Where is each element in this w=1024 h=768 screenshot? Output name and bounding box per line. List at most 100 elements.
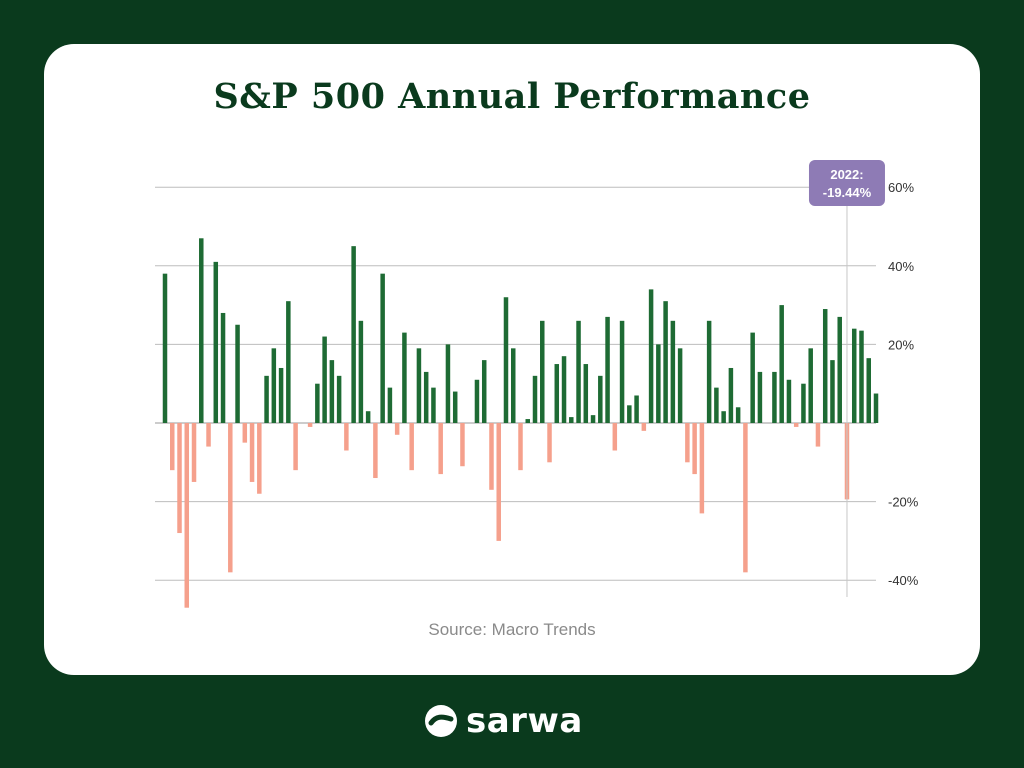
bar [380,273,385,423]
brand-name: sarwa [466,701,583,741]
bar [561,356,567,423]
bar [598,375,603,423]
bar [293,423,298,471]
bar [873,393,879,423]
bar [866,358,871,423]
bar [590,415,596,423]
bar [801,383,806,423]
bar [387,387,393,423]
bar [815,423,821,447]
y-tick-label: 40% [888,259,914,274]
y-tick-label: 20% [888,337,914,352]
bar [402,332,407,423]
bar [394,423,400,435]
bar [830,360,835,423]
bar [409,423,414,471]
bar [257,423,262,494]
bar [605,316,610,423]
bar [510,348,516,423]
bar [750,332,755,423]
chart-source: Source: Macro Trends [428,620,596,639]
bar [481,360,487,423]
bar [685,423,690,463]
bar [721,411,726,423]
bar [634,395,639,423]
bar [460,423,465,467]
bar [540,320,545,423]
bar [184,423,190,608]
bar [351,246,356,423]
bar [191,423,197,482]
y-tick-label: 60% [888,180,914,195]
bar [714,387,719,423]
bar [677,348,683,423]
bar [627,405,632,423]
bar [445,344,451,423]
bar [837,316,842,423]
bar [423,371,429,423]
bar [786,379,792,423]
bar [547,423,552,463]
bar [315,383,320,423]
bar [619,320,625,423]
brand-logo: sarwa [424,698,583,744]
bar [554,364,560,423]
bar [322,336,327,423]
bar [213,261,219,423]
bar [162,273,168,423]
bar [859,330,864,423]
bar [569,417,574,423]
bar [177,423,182,534]
bar [474,379,480,423]
sarwa-logo-icon [425,705,457,737]
callout-box [808,160,885,206]
bar [358,320,364,423]
bar [170,423,175,471]
bar [344,423,349,451]
bar [793,423,799,427]
bar [728,367,734,423]
chart-title: S&P 500 Annual Performance [213,76,811,117]
y-axis-ticks: 60% 40% 20% -20% -40% [888,180,919,588]
bar [735,407,741,423]
bar [670,320,676,423]
bar [576,320,581,423]
bar [743,423,748,573]
bar [851,328,857,423]
bar [264,375,269,423]
y-tick-label: -40% [888,573,919,588]
bar [641,423,647,431]
bar [365,411,371,423]
bar [692,423,697,475]
bar [772,371,777,423]
bar [779,305,784,423]
bar [808,348,813,423]
grid-lines [155,186,876,581]
bar [489,423,494,490]
bar [206,423,211,447]
bar [583,364,589,423]
bar [757,371,763,423]
bar [438,423,443,475]
bar [286,301,291,423]
bar [242,423,248,443]
bar [496,423,501,541]
y-tick-label: -20% [888,495,919,510]
bars [162,238,879,608]
callout-year: 2022: [830,167,863,182]
bar [518,423,523,471]
bar [228,423,233,573]
bar [431,387,436,423]
bar [249,423,255,482]
bar [699,423,705,514]
bar [532,375,538,423]
bar [336,375,342,423]
bar [199,238,204,423]
bar [452,391,458,423]
bar [525,419,531,423]
bar [307,423,313,427]
bar [656,344,661,423]
bar [416,348,422,423]
bar [235,324,240,423]
